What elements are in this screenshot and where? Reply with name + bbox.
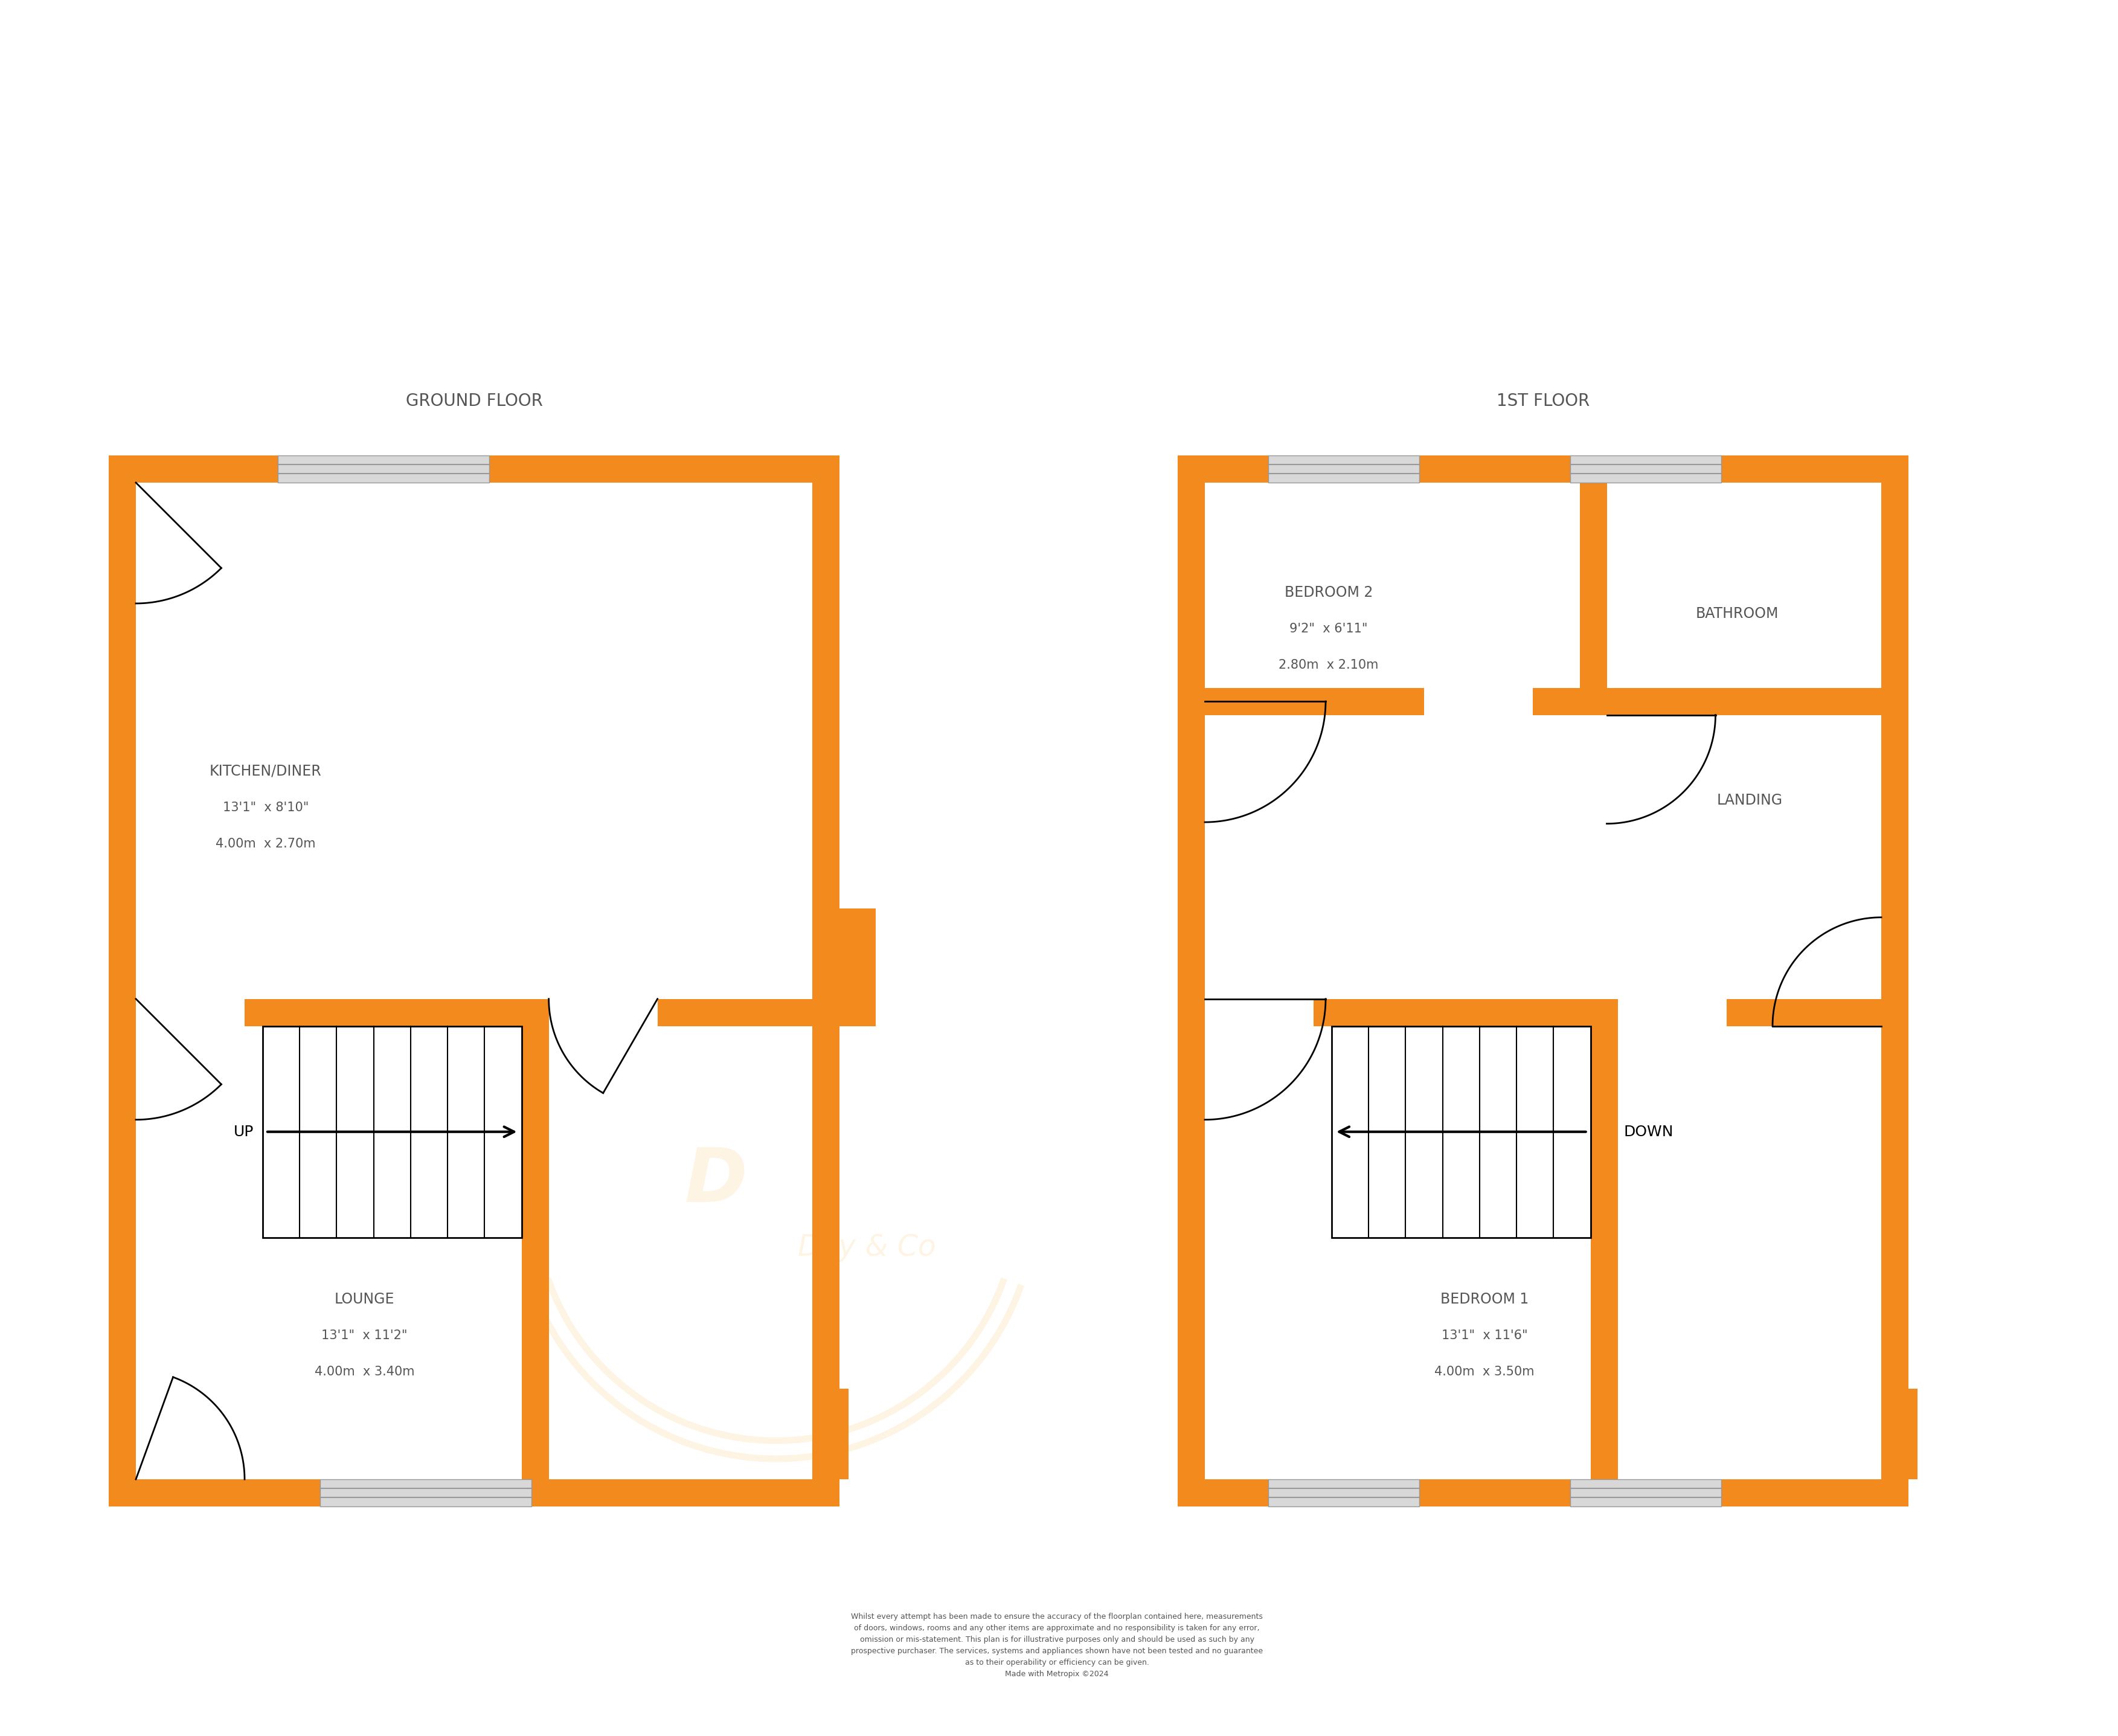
Bar	[813, 455, 839, 1507]
Bar	[1178, 455, 1205, 1507]
Bar	[813, 1389, 849, 1479]
Bar	[1569, 1479, 1722, 1507]
Bar	[320, 1479, 532, 1507]
Bar	[108, 998, 839, 1026]
Text: BATHROOM: BATHROOM	[1697, 606, 1779, 621]
Bar	[1533, 687, 1580, 715]
Text: 1ST FLOOR: 1ST FLOOR	[1497, 392, 1591, 410]
Bar	[1178, 998, 1908, 1026]
Text: DOWN: DOWN	[1625, 1125, 1673, 1139]
Bar	[108, 455, 136, 1507]
Text: BEDROOM 2: BEDROOM 2	[1284, 585, 1372, 601]
Text: 4.00m  x 3.40m: 4.00m x 3.40m	[313, 1366, 415, 1378]
Bar	[1269, 455, 1419, 483]
Bar	[521, 1026, 549, 1479]
Text: 13'1"  x 8'10": 13'1" x 8'10"	[222, 802, 309, 814]
Text: 13'1"  x 11'2": 13'1" x 11'2"	[322, 1330, 407, 1342]
Bar	[813, 908, 875, 1026]
Bar	[1591, 1026, 1618, 1479]
Bar	[1205, 998, 1313, 1026]
Text: UP: UP	[233, 1125, 254, 1139]
Bar	[1881, 455, 1908, 1507]
Bar	[136, 998, 244, 1026]
Text: D: D	[684, 1144, 748, 1217]
Text: LOUNGE: LOUNGE	[335, 1292, 394, 1307]
Bar	[1569, 455, 1722, 483]
Bar	[108, 1479, 839, 1507]
Bar	[1205, 687, 1423, 715]
Bar	[1178, 1479, 1908, 1507]
Text: Whilst every attempt has been made to ensure the accuracy of the floorplan conta: Whilst every attempt has been made to en…	[851, 1613, 1262, 1679]
Text: Day & Co: Day & Co	[798, 1233, 936, 1262]
Text: GROUND FLOOR: GROUND FLOOR	[405, 392, 542, 410]
Text: 2.80m  x 2.10m: 2.80m x 2.10m	[1279, 660, 1379, 672]
Bar	[549, 998, 657, 1026]
Text: KITCHEN/DINER: KITCHEN/DINER	[210, 764, 322, 778]
Text: 13'1"  x 11'6": 13'1" x 11'6"	[1442, 1330, 1527, 1342]
Text: 4.00m  x 2.70m: 4.00m x 2.70m	[216, 838, 316, 849]
Text: LANDING: LANDING	[1716, 793, 1783, 807]
Bar	[1618, 998, 1726, 1026]
Bar	[263, 1026, 521, 1238]
Text: 9'2"  x 6'11": 9'2" x 6'11"	[1290, 623, 1368, 635]
Text: BEDROOM 1: BEDROOM 1	[1440, 1292, 1529, 1307]
Bar	[1178, 455, 1908, 483]
Bar	[1881, 1389, 1917, 1479]
Bar	[1269, 1479, 1419, 1507]
Bar	[277, 455, 489, 483]
Bar	[1580, 483, 1608, 715]
Bar	[108, 455, 839, 483]
Bar	[1332, 1026, 1591, 1238]
Bar	[1580, 687, 1881, 715]
Text: 4.00m  x 3.50m: 4.00m x 3.50m	[1434, 1366, 1536, 1378]
